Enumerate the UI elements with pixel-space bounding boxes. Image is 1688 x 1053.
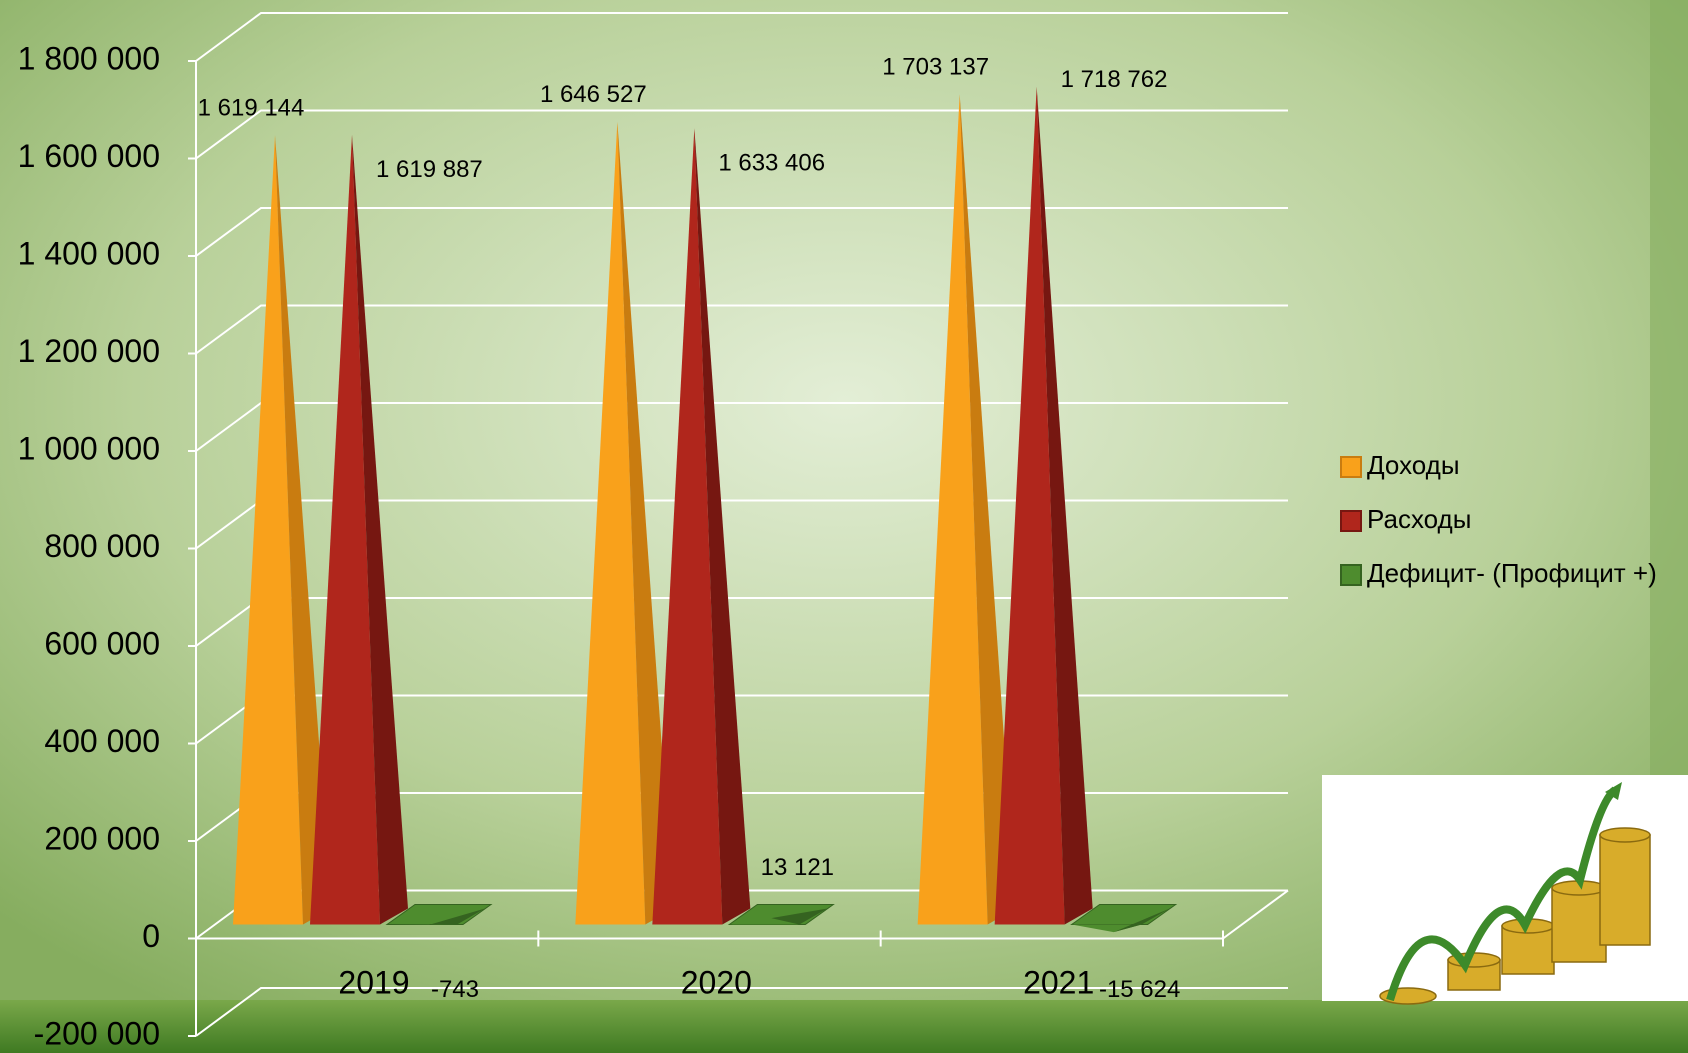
legend-label: Доходы: [1367, 450, 1460, 480]
floor-edge: [1222, 889, 1289, 940]
pyramid-front: [233, 135, 303, 925]
y-tick-label: 200 000: [44, 820, 160, 856]
pyramid: [652, 128, 751, 925]
y-tick-label: 1 200 000: [18, 333, 160, 369]
pyramid: [310, 134, 408, 925]
y-tick-label: 1 800 000: [18, 40, 160, 76]
legend-swatch: [1340, 456, 1362, 478]
pyramid-side: [694, 128, 751, 925]
pyramid-side: [1036, 86, 1093, 925]
plot: -200 000 0 200 000 400 000 600 000 800 000 1 0…: [18, 12, 1289, 1051]
pyramid-front: [729, 918, 800, 925]
pyramid: [575, 121, 674, 925]
pyramid-side: [429, 908, 485, 925]
y-tick-label: 800 000: [44, 528, 160, 564]
pyramid: [1070, 904, 1178, 933]
pyramid-front: [575, 121, 646, 925]
value-label: 1 619 144: [198, 95, 305, 122]
value-label: -15 624: [1099, 976, 1180, 1003]
legend-swatch: [1340, 510, 1362, 532]
y-tick-label: 1 600 000: [18, 138, 160, 174]
grid-line: [195, 109, 1288, 160]
value-label: -743: [431, 976, 479, 1003]
pyramid: [233, 135, 331, 925]
pyramid-side: [959, 94, 1016, 925]
x-tick-label: 2019: [338, 964, 409, 1000]
pyramid-front: [917, 94, 988, 925]
legend-label: Дефицит- (Профицит +): [1367, 558, 1657, 588]
value-label: 1 646 527: [540, 81, 647, 108]
y-tick-label: 400 000: [44, 723, 160, 759]
value-label: 1 718 762: [1061, 66, 1168, 93]
pyramid-side: [352, 134, 408, 925]
bottom-band: [0, 1000, 1688, 1053]
pyramid-side: [1113, 908, 1170, 933]
legend-swatch: [1340, 564, 1362, 586]
pyramid-front: [310, 134, 380, 925]
y-tick-label: 0: [142, 918, 160, 954]
grid-line: [195, 304, 1288, 355]
pyramid: [917, 94, 1016, 925]
grid-line: [195, 12, 1288, 62]
pyramid-front: [652, 128, 723, 925]
pyramid-front: [1071, 924, 1142, 933]
pyramid-side: [275, 135, 331, 925]
legend: Доходы Расходы Дефицит- (Профицит +): [1340, 450, 1657, 588]
legend-label: Расходы: [1367, 504, 1471, 534]
grid-line: [195, 207, 1288, 257]
pyramid: [385, 904, 493, 925]
pyramid-side: [771, 908, 828, 925]
value-label: 1 619 887: [376, 156, 483, 183]
pyramid: [994, 86, 1093, 925]
x-tick-label: 2020: [681, 964, 752, 1000]
grid-line: [195, 987, 1288, 1037]
y-tick-label: -200 000: [34, 1015, 160, 1051]
y-tick-label: 1 000 000: [18, 430, 160, 466]
pyramid-front: [994, 86, 1065, 925]
y-tick-label: 600 000: [44, 625, 160, 661]
pyramid-side: [617, 121, 674, 925]
picture: [1322, 775, 1688, 1005]
value-label: 13 121: [761, 854, 834, 881]
pyramid: [727, 904, 835, 925]
value-label: 1 703 137: [882, 54, 989, 81]
value-label: 1 633 406: [718, 150, 825, 177]
y-tick-label: 1 400 000: [18, 235, 160, 271]
x-tick-label: 2021: [1023, 964, 1094, 1000]
